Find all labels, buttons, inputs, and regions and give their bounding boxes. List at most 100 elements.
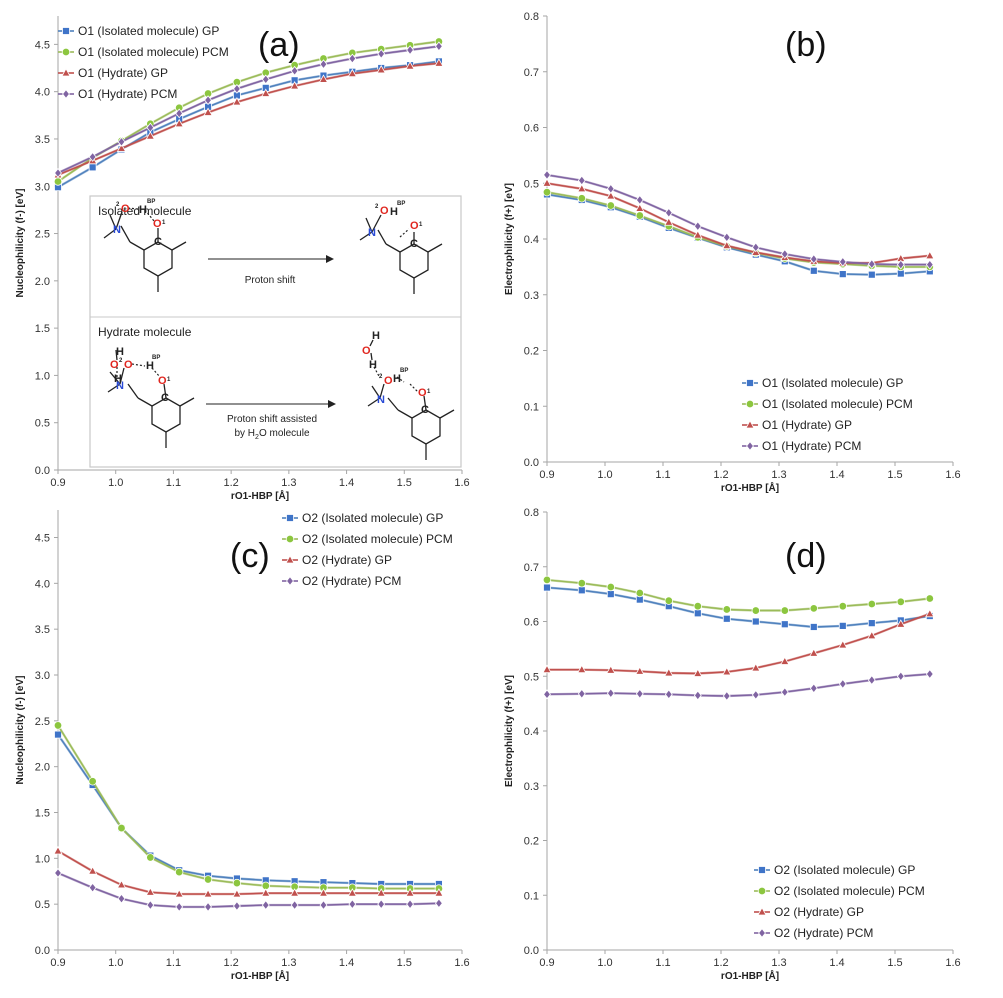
data-point (289, 888, 300, 897)
x-tick-label: 1.0 (597, 957, 612, 969)
reaction-scheme-inset: Isolated molecule N O 2 H BP O 1 C Proto… (89, 195, 462, 468)
y-tick-label: 0.2 (524, 346, 539, 358)
data-point (203, 889, 213, 898)
data-point (53, 177, 63, 186)
svg-text:O: O (380, 205, 389, 217)
data-point (542, 664, 552, 674)
y-tick-label: 0.5 (35, 899, 50, 911)
data-point (54, 730, 62, 739)
y-tick-label: 2.0 (35, 276, 50, 288)
data-point (751, 617, 760, 626)
data-point (722, 666, 732, 676)
svg-text:1: 1 (427, 389, 431, 395)
x-axis-title: rO1-HBP [Å] (231, 489, 289, 502)
legend-marker (745, 419, 755, 429)
panel-c-chart: 0.0 0.5 1.0 1.5 2.0 2.5 3.0 3.5 4.0 4.5 0.9 1.0 1.1 1… (15, 510, 470, 982)
svg-text:1: 1 (419, 222, 423, 228)
data-point (175, 901, 184, 912)
legend-label: O2 (Isolated molecule) PCM (302, 532, 453, 546)
svg-text:O: O (384, 375, 393, 387)
x-tick-label: 1.2 (223, 957, 238, 969)
panel-b-chart: 0.0 0.1 0.2 0.3 0.4 0.5 0.6 0.7 0.8 0.9 1.0 1.1 1.2 1… (504, 11, 961, 494)
y-tick-label: 4.5 (35, 533, 50, 545)
svg-text:O: O (110, 359, 119, 371)
svg-text:2: 2 (119, 358, 123, 364)
x-axis-title: rO1-HBP [Å] (721, 481, 779, 494)
legend-label: O2 (Hydrate) PCM (774, 926, 873, 940)
data-point (406, 899, 414, 910)
y-tick-label: 0.4 (524, 726, 539, 738)
x-tick-label: 1.4 (829, 957, 844, 969)
svg-text:H: H (139, 204, 147, 216)
svg-text:C: C (421, 404, 429, 416)
data-point (809, 648, 819, 657)
svg-text:N: N (116, 380, 124, 392)
x-tick-label: 1.5 (887, 957, 902, 969)
series-line (546, 191, 930, 268)
data-point (54, 168, 62, 178)
series-line-glow (57, 60, 440, 189)
y-tick-label: 4.5 (35, 39, 50, 51)
legend-label: O2 (Hydrate) PCM (302, 574, 401, 588)
data-point (896, 269, 905, 278)
x-tick-label: 1.1 (166, 957, 181, 969)
y-tick-label: 3.5 (35, 624, 50, 636)
legend-marker (62, 89, 70, 99)
data-point (435, 898, 443, 909)
data-point (780, 249, 789, 259)
data-point (232, 878, 242, 888)
svg-text:BP: BP (400, 368, 408, 374)
legend-marker (758, 928, 766, 938)
legend-label: O2 (Hydrate) GP (774, 905, 864, 919)
data-point (635, 666, 645, 675)
data-point (896, 597, 905, 606)
isolated-reactant-structure: N O 2 H BP O 1 C (103, 199, 187, 292)
y-tick-label: 0.5 (524, 671, 539, 683)
y-tick-label: 0.0 (524, 945, 539, 957)
svg-text:2: 2 (375, 204, 379, 210)
data-point (867, 599, 876, 609)
panel-d-tag: (d) (785, 537, 827, 575)
data-point (635, 195, 644, 205)
data-point (606, 191, 616, 200)
data-point (146, 900, 155, 911)
y-axis-title: Electrophilicity (f+) [eV] (504, 675, 515, 787)
y-tick-label: 0.1 (524, 401, 539, 413)
y-tick-label: 0.5 (524, 178, 539, 190)
data-point (174, 118, 184, 128)
y-tick-label: 0.4 (524, 234, 539, 246)
legend-label: O2 (Hydrate) GP (302, 553, 392, 567)
data-point (117, 893, 126, 904)
y-tick-label: 2.5 (35, 716, 50, 728)
svg-text:BP: BP (147, 199, 155, 205)
y-tick-label: 2.5 (35, 229, 50, 241)
svg-text:H: H (393, 373, 401, 385)
series-line (546, 673, 930, 697)
data-point (867, 259, 876, 270)
svg-text:H: H (372, 330, 380, 342)
svg-text:1: 1 (162, 220, 166, 226)
hydrate-product-structure: H O H N O 2 H BP O 1 C (362, 330, 455, 460)
data-point (53, 845, 63, 855)
data-point (203, 107, 213, 116)
y-tick-label: 0.8 (524, 507, 539, 519)
series-line (546, 579, 930, 612)
y-tick-label: 4.0 (35, 578, 50, 590)
data-point (319, 59, 328, 70)
legend-marker (62, 27, 70, 35)
data-point (290, 900, 299, 911)
inset-hydrate-title: Hydrate molecule (98, 325, 192, 339)
y-tick-label: 1.0 (35, 370, 50, 382)
series-line (57, 734, 439, 885)
series-line (57, 45, 439, 174)
series-line (57, 725, 439, 890)
data-point (606, 183, 615, 194)
hydrate-arrow-label-line2: by H2O molecule (234, 428, 309, 441)
data-point (780, 620, 789, 629)
legend-marker (286, 576, 294, 586)
data-point (867, 619, 876, 628)
x-tick-label: 1.1 (655, 957, 670, 969)
data-point (434, 58, 444, 67)
x-tick-label: 1.4 (339, 957, 354, 969)
